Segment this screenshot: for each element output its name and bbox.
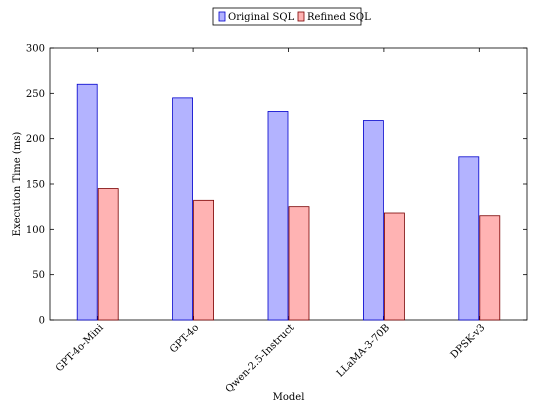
y-tick-label: 300	[26, 44, 45, 55]
bar-original-sql	[362, 120, 384, 321]
legend-swatch-original-sql	[218, 11, 226, 22]
bar-original-sql	[458, 156, 480, 321]
y-tick-label: 150	[26, 180, 45, 191]
bar-original-sql	[267, 111, 289, 321]
bar-refined-sql	[97, 188, 119, 321]
x-tick-label: DPSK-v3	[449, 322, 488, 361]
bar-refined-sql	[193, 199, 215, 321]
y-axis-label: Execution Time (ms)	[12, 132, 23, 237]
bar-original-sql	[76, 83, 98, 321]
x-tick-label: GPT-4o	[168, 322, 201, 355]
legend-label-original-sql: Original SQL	[228, 12, 295, 23]
chart-legend: Original SQL Refined SQL	[212, 7, 371, 26]
y-tick-label: 50	[32, 270, 45, 281]
x-axis-label: Model	[273, 392, 305, 403]
chart-bars	[76, 83, 501, 321]
y-tick-label: 100	[26, 225, 45, 236]
bar-refined-sql	[479, 215, 501, 321]
plot-frame	[49, 47, 528, 321]
y-tick-label: 250	[26, 89, 45, 100]
legend-swatch-refined-sql	[297, 11, 305, 22]
x-tick-label: GPT-4o-Mini	[54, 322, 106, 374]
bar-original-sql	[172, 97, 194, 321]
bar-refined-sql	[288, 206, 310, 321]
legend-box	[212, 7, 362, 26]
x-tick-label: Qwen-2.5-Instruct	[224, 322, 297, 395]
legend-label-refined-sql: Refined SQL	[307, 12, 371, 23]
y-tick-label: 200	[26, 134, 45, 145]
bar-refined-sql	[383, 212, 405, 321]
y-tick-label: 0	[39, 316, 45, 327]
x-tick-label: LLaMA-3-70B	[335, 322, 392, 379]
